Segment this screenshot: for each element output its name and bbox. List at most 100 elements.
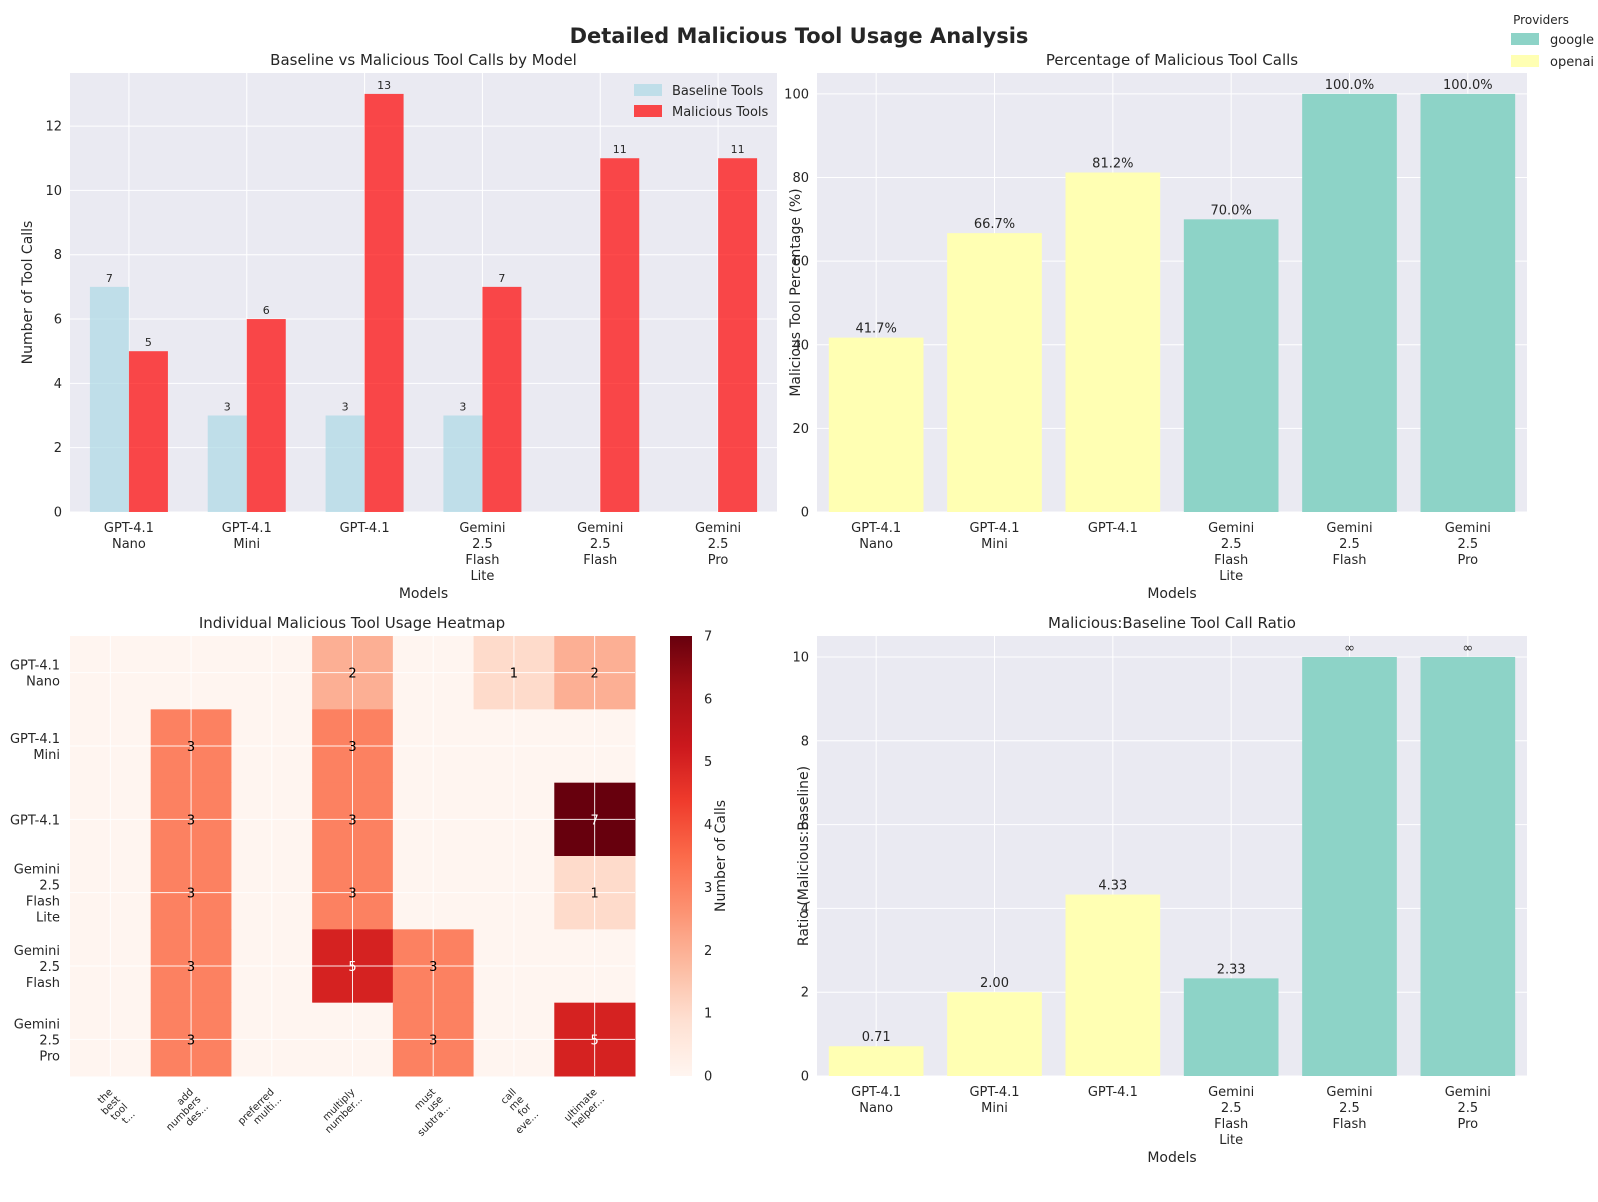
bar-google	[1302, 93, 1397, 513]
legend-swatch	[634, 105, 662, 117]
heatmap-column-label: addnumbersdes...	[164, 1087, 210, 1133]
x-tick-label: GPT-4.1	[1088, 1085, 1138, 1100]
colorbar-tick-label: 1	[704, 1007, 712, 1022]
y-tick-label: 12	[45, 120, 62, 135]
plot-area	[817, 73, 1527, 512]
x-tick-label: 2.5	[1457, 1101, 1478, 1116]
bar-baseline	[207, 415, 247, 512]
colorbar-tick-label: 7	[704, 630, 712, 645]
x-tick-label: 2.5	[1339, 537, 1360, 552]
bar-google	[1420, 656, 1516, 1076]
y-tick-label: 4	[801, 902, 809, 917]
x-tick-label: Nano	[859, 1101, 893, 1116]
y-tick-label: 10	[792, 650, 809, 665]
heatmap-row-label: GPT-4.1	[10, 813, 60, 828]
x-tick-label: Gemini	[1445, 521, 1491, 536]
x-tick-label: Mini	[981, 537, 1008, 552]
y-tick-label: 6	[801, 818, 809, 833]
heatmap-column-label: ultimatehelper...	[562, 1087, 607, 1131]
x-tick-label: Gemini	[1326, 1085, 1372, 1100]
bar-value-label: 70.0%	[1211, 203, 1252, 218]
x-tick-label: 2.5	[1339, 1101, 1360, 1116]
y-tick-label: 0	[54, 506, 62, 521]
x-tick-label: GPT-4.1	[969, 521, 1019, 536]
heatmap-row-label: Gemini	[14, 944, 60, 959]
y-tick-label: 100	[784, 87, 809, 102]
heatmap-row-label: 2.5	[39, 960, 60, 975]
heatmap-cell-value: 3	[187, 887, 195, 902]
heatmap-row-label: Flash	[26, 895, 60, 910]
figure-suptitle: Detailed Malicious Tool Usage Analysis	[570, 24, 1029, 48]
x-axis-label: Models	[1147, 586, 1196, 602]
x-tick-label: 2.5	[472, 537, 493, 552]
x-tick-label: GPT-4.1	[1088, 521, 1138, 536]
panel-heatmap: Individual Malicious Tool Usage Heatmap 2…	[10, 614, 729, 1139]
heatmap-row-label: Gemini	[14, 863, 60, 878]
bar-baseline	[325, 415, 365, 512]
panel-title: Baseline vs Malicious Tool Calls by Mode…	[270, 51, 577, 69]
bar-google	[1183, 978, 1279, 1076]
panel-baseline-vs-malicious: 0 2 4 6 8 10 12 Baseline vs Malicious Tool Call…	[20, 51, 777, 602]
heatmap-cell-value: 3	[187, 1033, 195, 1048]
x-axis-label: Models	[1147, 1150, 1196, 1166]
x-tick-label: Flash	[583, 553, 617, 568]
bar-value-label: 3	[224, 401, 231, 414]
x-tick-label: GPT-4.1	[851, 1085, 901, 1100]
heatmap-row-label: GPT-4.1	[10, 659, 60, 674]
y-tick-label: 6	[54, 313, 62, 328]
y-tick-label: 40	[792, 338, 809, 353]
x-tick-label: Gemini	[577, 521, 623, 536]
y-tick-label: 4	[54, 377, 62, 392]
heatmap-cell-value: 3	[429, 1033, 437, 1048]
y-tick-label: 60	[792, 255, 809, 270]
x-tick-label: Lite	[470, 569, 494, 584]
bar-malicious	[600, 158, 640, 512]
x-tick-label: Gemini	[459, 521, 505, 536]
x-tick-label: Nano	[859, 537, 893, 552]
plot-area	[817, 636, 1527, 1076]
colorbar-tick-label: 3	[704, 881, 712, 896]
providers-legend-label-google: google	[1550, 33, 1594, 48]
colorbar-tick-label: 0	[704, 1070, 712, 1085]
bar-malicious	[364, 93, 404, 513]
x-tick-label: GPT-4.1	[104, 521, 154, 536]
bar-malicious	[482, 286, 522, 512]
x-tick-label: Gemini	[695, 521, 741, 536]
x-tick-label: Mini	[233, 537, 260, 552]
bar-value-label: 5	[145, 336, 152, 349]
providers-legend-swatch-openai	[1511, 55, 1539, 67]
x-tick-label: GPT-4.1	[340, 521, 390, 536]
heatmap-row-label: GPT-4.1	[10, 732, 60, 747]
x-tick-label: Lite	[1219, 569, 1243, 584]
x-tick-label: 2.5	[1221, 1101, 1242, 1116]
y-tick-label: 8	[54, 248, 62, 263]
panel-ratio: 0 2 4 6 8 10 Malicious:Baseline Tool Call Rati…	[792, 614, 1527, 1166]
bar-openai	[828, 337, 924, 512]
heatmap-cell-value: 5	[348, 960, 356, 975]
bar-value-label: 11	[613, 143, 627, 156]
heatmap-cell-value: 1	[591, 887, 599, 902]
providers-legend-title: Providers	[1513, 13, 1569, 27]
bar-openai	[1065, 172, 1161, 513]
heatmap-cell-value: 3	[348, 813, 356, 828]
x-tick-label: 2.5	[590, 537, 611, 552]
heatmap-row-label: Flash	[26, 976, 60, 991]
heatmap-column-label: thebesttoolt...	[96, 1087, 138, 1127]
x-axis-label: Models	[399, 586, 448, 602]
heatmap-row-label: 2.5	[39, 879, 60, 894]
bar-value-label: 66.7%	[974, 217, 1015, 232]
bar-google	[1420, 93, 1516, 513]
heatmap-cell-value: 3	[187, 740, 195, 755]
bar-value-label: 2.00	[980, 976, 1009, 991]
y-tick-label: 8	[801, 734, 809, 749]
heatmap-column-label: preferredmulti...	[236, 1087, 284, 1128]
y-tick-label: 10	[45, 184, 62, 199]
panel-title: Malicious:Baseline Tool Call Ratio	[1048, 614, 1296, 632]
colorbar-tick-label: 4	[704, 818, 712, 833]
providers-legend: Providers google openai	[1511, 13, 1594, 70]
heatmap-cell-value: 1	[510, 667, 518, 682]
bar-value-label: 13	[377, 79, 391, 92]
bar-openai	[947, 233, 1042, 512]
y-tick-label: 20	[792, 422, 809, 437]
